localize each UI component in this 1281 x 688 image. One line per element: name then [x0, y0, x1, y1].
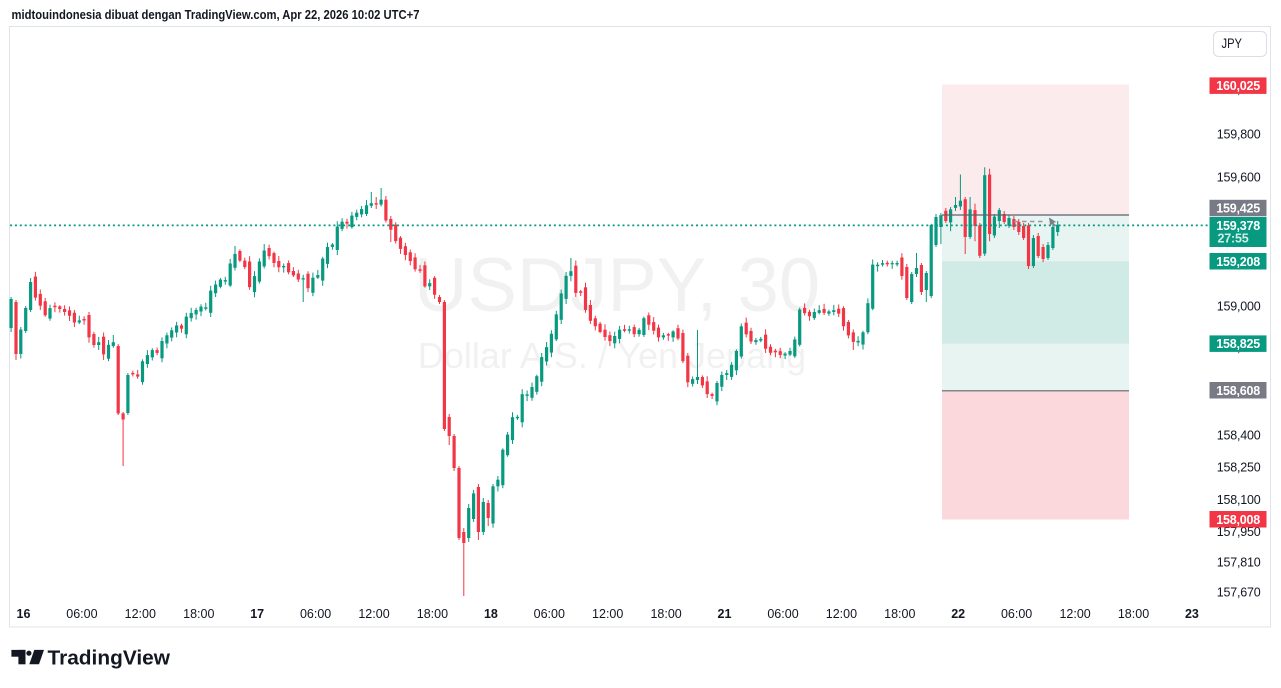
svg-text:18: 18 — [484, 607, 498, 621]
svg-text:18:00: 18:00 — [884, 607, 915, 621]
svg-text:17: 17 — [250, 607, 264, 621]
svg-text:157,670: 157,670 — [1217, 585, 1261, 599]
svg-text:157,810: 157,810 — [1217, 555, 1261, 569]
svg-text:12:00: 12:00 — [826, 607, 857, 621]
svg-text:159,208: 159,208 — [1216, 255, 1260, 269]
svg-text:12:00: 12:00 — [592, 607, 623, 621]
svg-text:06:00: 06:00 — [1001, 607, 1032, 621]
svg-text:midtouindonesia dibuat dengan: midtouindonesia dibuat dengan TradingVie… — [12, 8, 420, 22]
svg-text:160,025: 160,025 — [1216, 79, 1260, 93]
svg-text:18:00: 18:00 — [650, 607, 681, 621]
svg-text:158,400: 158,400 — [1217, 428, 1261, 442]
svg-text:159,600: 159,600 — [1217, 170, 1261, 184]
svg-text:18:00: 18:00 — [1118, 607, 1149, 621]
svg-text:22: 22 — [951, 607, 965, 621]
svg-text:12:00: 12:00 — [358, 607, 389, 621]
svg-text:159,425: 159,425 — [1216, 202, 1260, 216]
svg-text:159,378: 159,378 — [1216, 219, 1260, 233]
svg-text:158,250: 158,250 — [1217, 461, 1261, 475]
svg-text:159,000: 159,000 — [1217, 299, 1261, 313]
svg-text:158,608: 158,608 — [1216, 384, 1260, 398]
svg-text:27:55: 27:55 — [1218, 232, 1249, 246]
svg-text:16: 16 — [17, 607, 31, 621]
svg-text:TradingView: TradingView — [48, 648, 171, 670]
svg-text:12:00: 12:00 — [1059, 607, 1090, 621]
svg-text:159,800: 159,800 — [1217, 127, 1261, 141]
svg-text:06:00: 06:00 — [767, 607, 798, 621]
svg-text:158,825: 158,825 — [1216, 337, 1260, 351]
svg-text:Dollar A.S. / Yen Jepang: Dollar A.S. / Yen Jepang — [418, 335, 806, 376]
svg-text:06:00: 06:00 — [300, 607, 331, 621]
svg-text:21: 21 — [718, 607, 732, 621]
svg-text:158,100: 158,100 — [1217, 493, 1261, 507]
svg-text:18:00: 18:00 — [183, 607, 214, 621]
svg-text:JPY: JPY — [1222, 35, 1243, 51]
svg-text:12:00: 12:00 — [125, 607, 156, 621]
svg-text:23: 23 — [1185, 607, 1199, 621]
svg-text:158,008: 158,008 — [1216, 513, 1260, 527]
svg-text:06:00: 06:00 — [534, 607, 565, 621]
svg-text:USDJPY, 30: USDJPY, 30 — [414, 243, 820, 328]
svg-text:18:00: 18:00 — [417, 607, 448, 621]
svg-text:157,950: 157,950 — [1217, 525, 1261, 539]
svg-text:06:00: 06:00 — [66, 607, 97, 621]
